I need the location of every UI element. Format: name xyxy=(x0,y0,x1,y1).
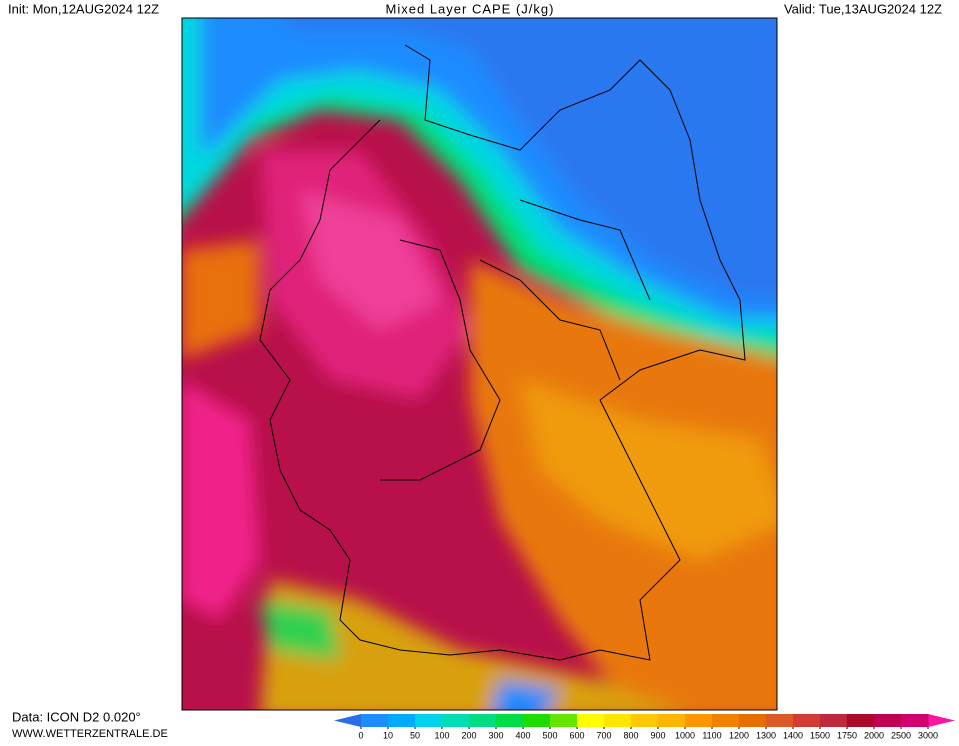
legend-tick-label: 200 xyxy=(461,730,476,740)
legend-tick-label: 900 xyxy=(650,730,665,740)
legend-tick-label: 2000 xyxy=(864,730,884,740)
legend-tick-label: 100 xyxy=(434,730,449,740)
map-frame xyxy=(181,17,778,711)
map xyxy=(182,18,777,710)
legend-tick-label: 1750 xyxy=(837,730,857,740)
legend-segment xyxy=(685,714,713,727)
legend-segment xyxy=(388,714,416,727)
legend-segment xyxy=(361,714,389,727)
legend-below-arrow xyxy=(334,714,361,727)
legend-segment xyxy=(631,714,659,727)
legend-segment xyxy=(820,714,848,727)
legend-tick-label: 1000 xyxy=(675,730,695,740)
legend-segment xyxy=(847,714,875,727)
legend-tick-label: 800 xyxy=(623,730,638,740)
legend-tick-label: 0 xyxy=(358,730,363,740)
legend-tick-label: 600 xyxy=(569,730,584,740)
legend-segment xyxy=(712,714,740,727)
legend-segment xyxy=(469,714,497,727)
website: WWW.WETTERZENTRALE.DE xyxy=(12,728,168,740)
legend-tick-label: 300 xyxy=(488,730,503,740)
legend-tick-label: 400 xyxy=(515,730,530,740)
legend-segment xyxy=(415,714,443,727)
legend-tick-label: 3000 xyxy=(918,730,938,740)
legend-segment xyxy=(523,714,551,727)
legend-tick-label: 700 xyxy=(596,730,611,740)
legend-segment xyxy=(739,714,767,727)
legend-tick-label: 1400 xyxy=(783,730,803,740)
legend-segment xyxy=(901,714,929,727)
legend-tick-label: 10 xyxy=(383,730,393,740)
legend-tick-label: 1200 xyxy=(729,730,749,740)
legend-tick-label: 500 xyxy=(542,730,557,740)
legend-segment xyxy=(793,714,821,727)
legend-segment xyxy=(442,714,470,727)
legend-segment xyxy=(766,714,794,727)
legend-tick-label: 1100 xyxy=(702,730,721,740)
data-source: Data: ICON D2 0.020° xyxy=(12,709,141,724)
map-title: Mixed Layer CAPE (J/kg) xyxy=(386,1,555,16)
legend-tick-label: 1300 xyxy=(756,730,776,740)
legend-segment xyxy=(874,714,902,727)
legend-tick-label: 1500 xyxy=(810,730,830,740)
legend-segment xyxy=(550,714,578,727)
legend-tick-label: 2500 xyxy=(891,730,911,740)
legend-segment xyxy=(577,714,605,727)
legend-segment xyxy=(658,714,686,727)
legend: 0 10 50 100 200 300 400 500 600 700 800 900 1000 1100… xyxy=(334,714,955,740)
legend-segment xyxy=(604,714,632,727)
legend-segment xyxy=(496,714,524,727)
init-time: Init: Mon,12AUG2024 12Z xyxy=(8,1,159,16)
valid-time: Valid: Tue,13AUG2024 12Z xyxy=(784,1,942,16)
legend-above-arrow xyxy=(928,714,955,727)
legend-tick-label: 50 xyxy=(410,730,420,740)
